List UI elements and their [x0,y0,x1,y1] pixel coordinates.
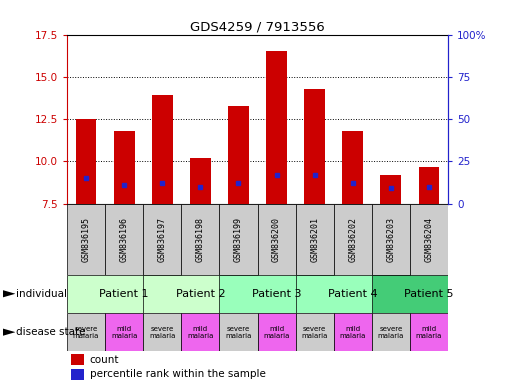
Title: GDS4259 / 7913556: GDS4259 / 7913556 [190,20,325,33]
Text: Patient 5: Patient 5 [404,289,454,299]
Bar [372,204,410,275]
Text: mild
malaria: mild malaria [416,326,442,339]
Bar [114,131,134,204]
Text: severe
malaria: severe malaria [149,326,176,339]
Bar [304,89,325,204]
Text: count: count [90,355,119,365]
Bar [258,204,296,275]
Text: Patient 2: Patient 2 [176,289,225,299]
Bar [71,354,84,365]
Polygon shape [3,290,15,298]
Text: Patient 3: Patient 3 [252,289,301,299]
Bar [152,95,173,204]
Polygon shape [3,328,15,336]
Bar [67,204,105,275]
Bar [334,204,372,275]
Bar [105,313,143,351]
Bar [190,158,211,204]
Text: individual: individual [16,289,67,299]
Bar [372,275,486,313]
Bar [219,275,334,313]
Text: GSM836201: GSM836201 [310,217,319,262]
Bar [296,313,334,351]
Text: mild
malaria: mild malaria [263,326,290,339]
Bar [296,275,410,313]
Bar [143,275,258,313]
Text: severe
malaria: severe malaria [377,326,404,339]
Text: GSM836197: GSM836197 [158,217,167,262]
Bar [228,106,249,204]
Bar [181,204,219,275]
Bar [334,313,372,351]
Bar [71,369,84,380]
Bar [143,313,181,351]
Bar [219,313,258,351]
Text: Patient 1: Patient 1 [99,289,149,299]
Text: GSM836203: GSM836203 [386,217,396,262]
Bar [372,313,410,351]
Bar [342,131,363,204]
Bar [266,51,287,204]
Text: GSM836195: GSM836195 [81,217,91,262]
Bar [181,313,219,351]
Bar [143,204,181,275]
Bar [381,175,401,204]
Bar [105,204,143,275]
Bar [296,204,334,275]
Text: GSM836202: GSM836202 [348,217,357,262]
Text: GSM836196: GSM836196 [119,217,129,262]
Bar [76,119,96,204]
Text: Patient 4: Patient 4 [328,289,377,299]
Text: severe
malaria: severe malaria [301,326,328,339]
Text: severe
malaria: severe malaria [73,326,99,339]
Text: disease state: disease state [16,327,86,337]
Bar [419,167,439,204]
Bar [67,275,181,313]
Text: GSM836198: GSM836198 [196,217,205,262]
Text: mild
malaria: mild malaria [339,326,366,339]
Text: GSM836204: GSM836204 [424,217,434,262]
Bar [410,204,448,275]
Text: mild
malaria: mild malaria [111,326,138,339]
Text: mild
malaria: mild malaria [187,326,214,339]
Text: severe
malaria: severe malaria [225,326,252,339]
Text: GSM836199: GSM836199 [234,217,243,262]
Bar [219,204,258,275]
Bar [67,313,105,351]
Text: GSM836200: GSM836200 [272,217,281,262]
Bar [258,313,296,351]
Text: percentile rank within the sample: percentile rank within the sample [90,369,266,379]
Bar [410,313,448,351]
